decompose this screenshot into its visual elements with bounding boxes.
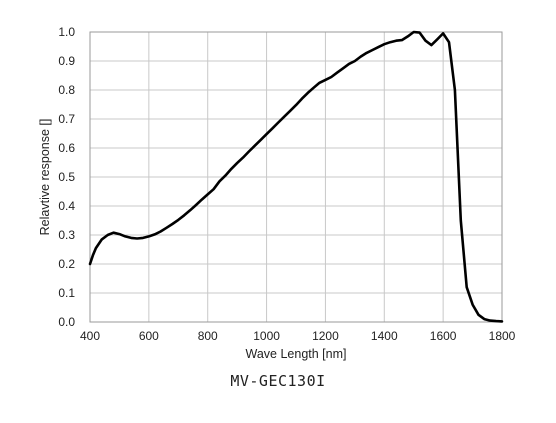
y-tick-label: 0.4 — [58, 199, 75, 213]
y-tick-label: 0.3 — [58, 228, 75, 242]
y-tick-label: 0.1 — [58, 286, 75, 300]
y-tick-label: 0.2 — [58, 257, 75, 271]
y-tick-label: 0.6 — [58, 141, 75, 155]
y-tick-label: 0.0 — [58, 315, 75, 329]
x-axis-label: Wave Length [nm] — [246, 347, 347, 361]
chart-caption: MV-GEC130I — [230, 372, 326, 390]
y-tick-label: 0.9 — [58, 54, 75, 68]
x-tick-label: 1200 — [312, 329, 339, 343]
x-tick-label: 1600 — [430, 329, 457, 343]
x-tick-label: 400 — [80, 329, 100, 343]
x-tick-label: 1000 — [253, 329, 280, 343]
x-tick-label: 1400 — [371, 329, 398, 343]
y-tick-label: 0.5 — [58, 170, 75, 184]
y-tick-label: 0.7 — [58, 112, 75, 126]
response-curve — [88, 30, 504, 323]
x-tick-label: 800 — [198, 329, 218, 343]
y-axis-label: Relavtive response [] — [38, 119, 52, 236]
y-tick-label: 1.0 — [58, 25, 75, 39]
y-tick-label: 0.8 — [58, 83, 75, 97]
plot-area-frame — [89, 31, 503, 323]
x-tick-label: 1800 — [489, 329, 516, 343]
x-tick-label: 600 — [139, 329, 159, 343]
